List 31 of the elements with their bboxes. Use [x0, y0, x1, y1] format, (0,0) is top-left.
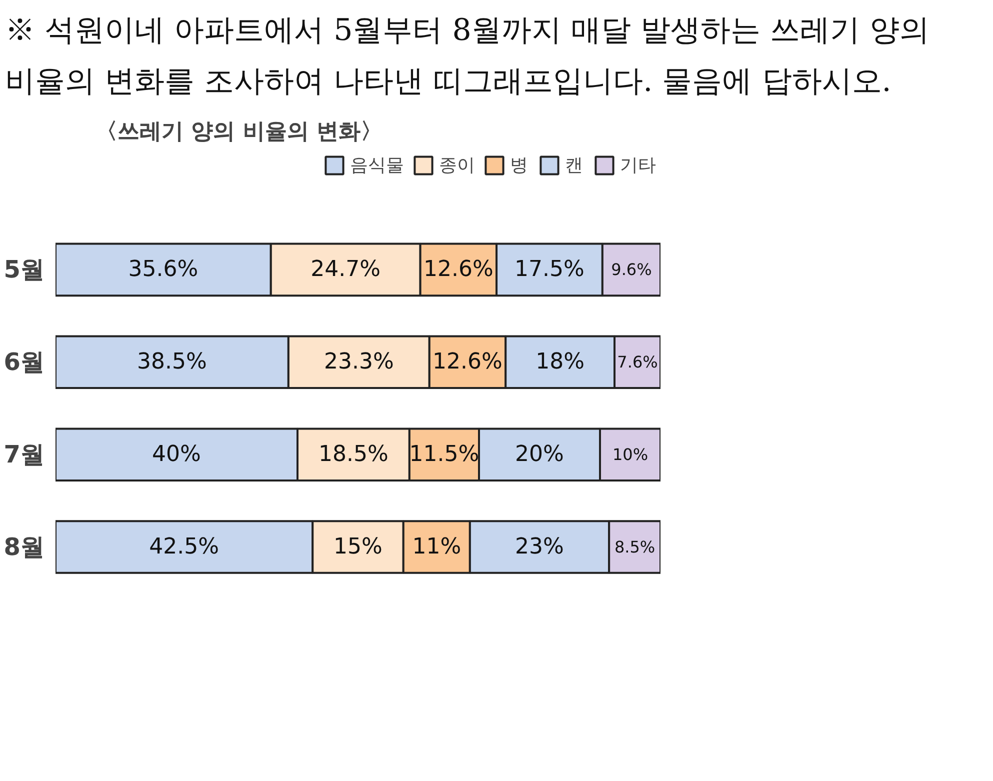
data-label: 38.5%	[137, 350, 207, 375]
data-label: 11.5%	[409, 442, 480, 468]
data-label: 12.6%	[432, 350, 502, 375]
legend-label: 기타	[620, 154, 656, 177]
legend-label: 종이	[439, 154, 475, 177]
data-label: 11%	[412, 534, 462, 560]
data-label: 23%	[515, 534, 564, 560]
data-label: 18.5%	[318, 442, 388, 468]
data-label: 35.6%	[128, 257, 198, 282]
y-tick-label: 7월	[4, 440, 45, 469]
data-label: 42.5%	[149, 534, 220, 560]
data-label: 17.5%	[514, 257, 584, 282]
data-label: 40%	[152, 442, 201, 468]
legend-label: 캔	[565, 154, 584, 177]
legend-label: 병	[510, 154, 529, 177]
data-label: 20%	[515, 442, 564, 468]
data-label: 7.6%	[617, 352, 658, 372]
data-label: 9.6%	[611, 260, 652, 280]
chart-subtitle: 〈쓰레기 양의 비율의 변화〉	[96, 120, 382, 144]
y-tick-label: 5월	[4, 256, 45, 284]
y-tick-label: 8월	[4, 533, 45, 562]
y-tick-label: 6월	[4, 348, 45, 376]
data-label: 10%	[612, 445, 648, 464]
data-label: 15%	[334, 534, 382, 560]
legend-label: 음식물	[350, 154, 404, 177]
data-label: 18%	[536, 350, 585, 375]
data-label: 24.7%	[310, 257, 381, 282]
chart-title: ※ 석원이네 아파트에서 5월부터 8월까지 매달 발생하는 쓰레기 양의 비율의 변화를 조사하여 나타낸 띠그래프입니다. 물음에 답하시오.	[5, 12, 930, 101]
data-label: 12.6%	[423, 257, 494, 282]
data-label: 8.5%	[614, 538, 656, 557]
data-label: 23.3%	[324, 350, 394, 375]
